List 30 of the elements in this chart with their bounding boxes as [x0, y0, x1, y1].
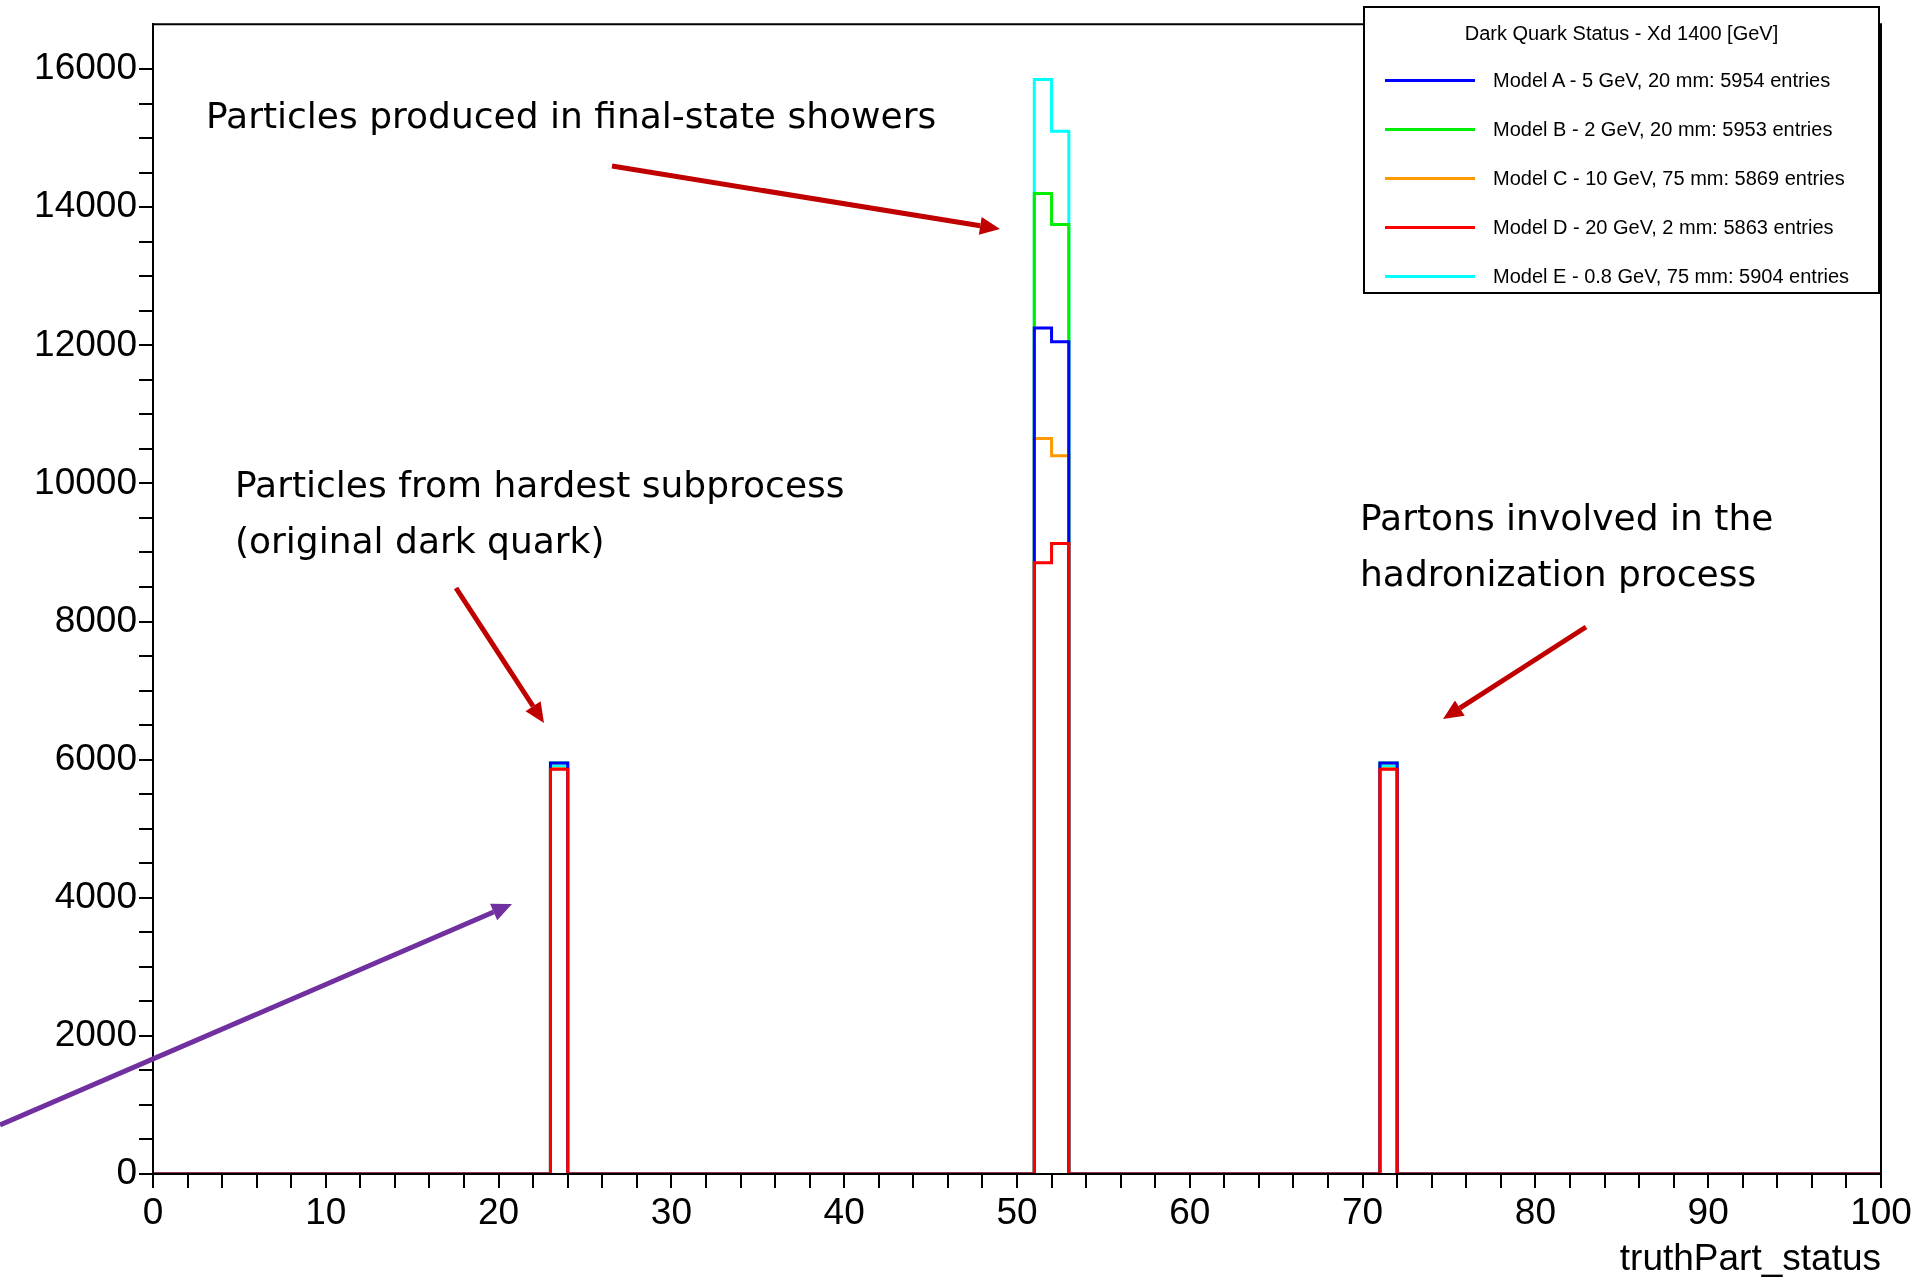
annotation: Particles produced in final-state showers: [206, 94, 937, 138]
x-tick-label: 90: [1687, 1191, 1729, 1233]
y-tick-label: 16000: [34, 46, 137, 88]
y-tick-label: 14000: [34, 184, 137, 226]
x-tick-label: 20: [478, 1191, 520, 1233]
x-tick-label: 10: [305, 1191, 347, 1233]
legend-title: Dark Quark Status - Xd 1400 [GeV]: [1463, 22, 1780, 46]
y-tick-label: 6000: [54, 736, 137, 778]
legend-label: Model C - 10 GeV, 75 mm: 5869 entries: [1493, 167, 1845, 190]
y-tick-label: 12000: [34, 322, 137, 364]
annotation: Particles from hardest subprocess (original dark quark): [235, 463, 845, 563]
legend-label: Model B - 2 GeV, 20 mm: 5953 entries: [1493, 118, 1833, 141]
legend-label: Model A - 5 GeV, 20 mm: 5954 entries: [1493, 69, 1831, 92]
x-tick-label: 70: [1342, 1191, 1384, 1233]
y-tick-label: 8000: [54, 598, 137, 640]
legend-label: Model D - 20 GeV, 2 mm: 5863 entries: [1493, 216, 1834, 239]
x-axis-title: truthPart_status: [1619, 1237, 1881, 1278]
legend-label: Model E - 0.8 GeV, 75 mm: 5904 entries: [1493, 265, 1850, 288]
x-tick-label: 100: [1850, 1191, 1912, 1233]
y-tick-label: 4000: [54, 874, 137, 916]
annotation: Partons involved in the hadronization process: [1360, 496, 1774, 596]
x-tick-label: 60: [1169, 1191, 1211, 1233]
y-tick-label: 2000: [54, 1013, 137, 1055]
x-tick-label: 80: [1514, 1191, 1556, 1233]
x-tick-label: 0: [142, 1191, 164, 1233]
x-tick-label: 30: [650, 1191, 692, 1233]
y-tick-label: 0: [116, 1151, 137, 1193]
x-tick-label: 40: [823, 1191, 865, 1233]
x-tick-label: 50: [996, 1191, 1038, 1233]
y-tick-label: 10000: [34, 460, 137, 502]
